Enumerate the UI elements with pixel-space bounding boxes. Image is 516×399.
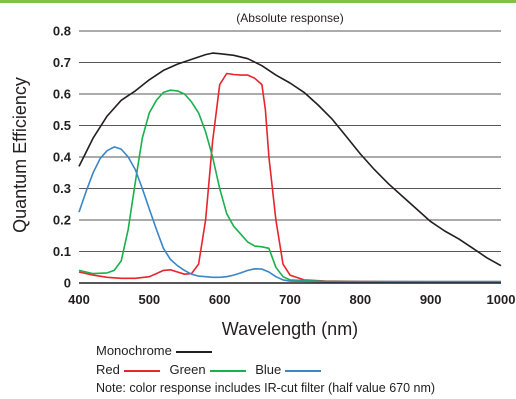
x-axis-label: Wavelength (nm) — [222, 319, 358, 339]
y-tick-label: 0.6 — [53, 87, 71, 102]
x-tick-label: 400 — [68, 292, 90, 307]
legend-label-blue: Blue — [255, 362, 282, 377]
legend-swatch-blue — [285, 369, 322, 372]
legend-note: Note: color response includes IR-cut fil… — [96, 381, 436, 395]
y-tick-label: 0.7 — [53, 55, 71, 70]
y-axis-label: Quantum Efficiency — [10, 77, 30, 233]
y-tick-label: 0.4 — [53, 150, 72, 165]
y-tick-label: 0.5 — [53, 118, 71, 133]
top-accent-bar — [0, 0, 516, 3]
legend-label-monochrome: Monochrome — [96, 343, 172, 358]
legend-label-red: Red — [96, 362, 120, 377]
legend-row-monochrome: Monochrome — [96, 343, 218, 358]
x-tick-label: 600 — [209, 292, 231, 307]
legend-label-green: Green — [169, 362, 206, 377]
x-tick-label: 700 — [279, 292, 301, 307]
y-tick-label: 0 — [64, 276, 71, 291]
series-line-monochrome — [78, 52, 502, 267]
x-tick-label: 900 — [420, 292, 442, 307]
y-tick-label: 0.3 — [53, 181, 71, 196]
legend-swatch-red — [123, 369, 160, 372]
x-tick-label: 1000 — [487, 292, 516, 307]
x-tick-label: 500 — [138, 292, 160, 307]
grid-lines — [79, 30, 501, 252]
series-line-blue — [78, 146, 501, 283]
y-tick-labels: 0 0.1 0.2 0.3 0.4 0.5 0.6 0.7 0.8 — [53, 24, 72, 291]
legend-swatch-monochrome — [175, 350, 212, 353]
y-tick-label: 0.8 — [53, 24, 71, 39]
chart-title: (Absolute response) — [236, 11, 343, 25]
series-lines — [78, 52, 502, 283]
series-line-red — [78, 72, 501, 283]
y-tick-label: 0.1 — [53, 244, 71, 259]
x-tick-labels: 400 500 600 700 800 900 1000 — [68, 292, 515, 307]
y-tick-label: 0.2 — [53, 213, 71, 228]
legend-row-colors: Red Green Blue — [96, 362, 327, 377]
x-tick-label: 800 — [349, 292, 371, 307]
series-line-green — [78, 89, 501, 283]
quantum-efficiency-chart: (Absolute response) 00.10.20.30.40.50.60… — [10, 11, 515, 339]
legend-swatch-green — [209, 369, 246, 372]
